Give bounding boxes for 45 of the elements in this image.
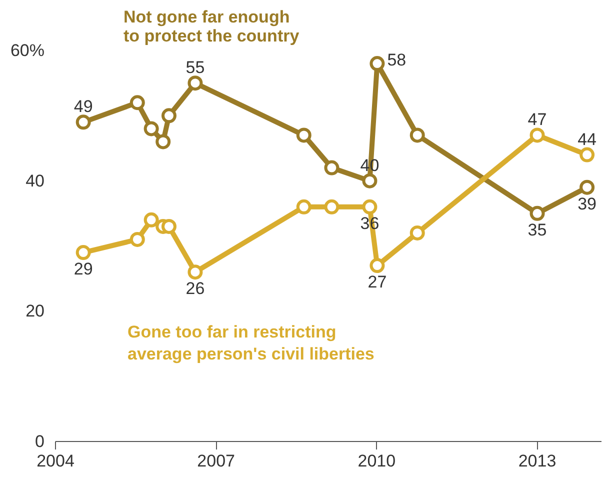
data-label: 35	[528, 220, 547, 240]
data-label: 29	[74, 260, 93, 279]
point	[530, 128, 545, 143]
point	[130, 232, 145, 247]
point	[296, 128, 312, 143]
text: Gone too far in restricting average person's civil liberties	[128, 322, 374, 364]
point	[370, 56, 385, 72]
x-tick-label: 2010	[358, 452, 396, 470]
point	[324, 199, 340, 214]
point	[362, 173, 378, 188]
data-label: 26	[186, 279, 205, 298]
point	[370, 258, 385, 274]
point	[161, 218, 176, 234]
y-tick-label: 20	[26, 302, 45, 321]
point	[324, 160, 340, 176]
x-tick-label: 2007	[197, 452, 236, 470]
point	[144, 121, 159, 136]
point	[144, 212, 159, 228]
point	[76, 114, 91, 130]
point	[410, 128, 425, 143]
data-label: 27	[368, 272, 387, 292]
y-tick-label: 40	[26, 171, 45, 190]
point	[580, 180, 595, 195]
y-tick-label: 60%	[10, 41, 45, 60]
x-tick-label: 2004	[36, 452, 74, 470]
point	[188, 76, 203, 91]
point	[362, 199, 378, 214]
point	[156, 134, 171, 150]
data-label: 58	[387, 50, 406, 70]
point	[410, 225, 425, 240]
data-label: 47	[528, 110, 547, 130]
point	[161, 108, 176, 124]
data-label: 49	[74, 97, 93, 116]
point	[580, 147, 595, 162]
y-tick-label: 0	[35, 432, 45, 451]
data-label: 55	[186, 58, 205, 78]
point	[130, 95, 145, 110]
data-label: 44	[578, 130, 597, 149]
x-tick-label: 2013	[518, 452, 556, 470]
point	[188, 264, 203, 280]
point	[530, 206, 545, 221]
data-label: 39	[578, 194, 597, 214]
text: Not gone far enough to protect the country	[124, 8, 300, 46]
point	[296, 199, 312, 214]
point	[76, 245, 91, 260]
